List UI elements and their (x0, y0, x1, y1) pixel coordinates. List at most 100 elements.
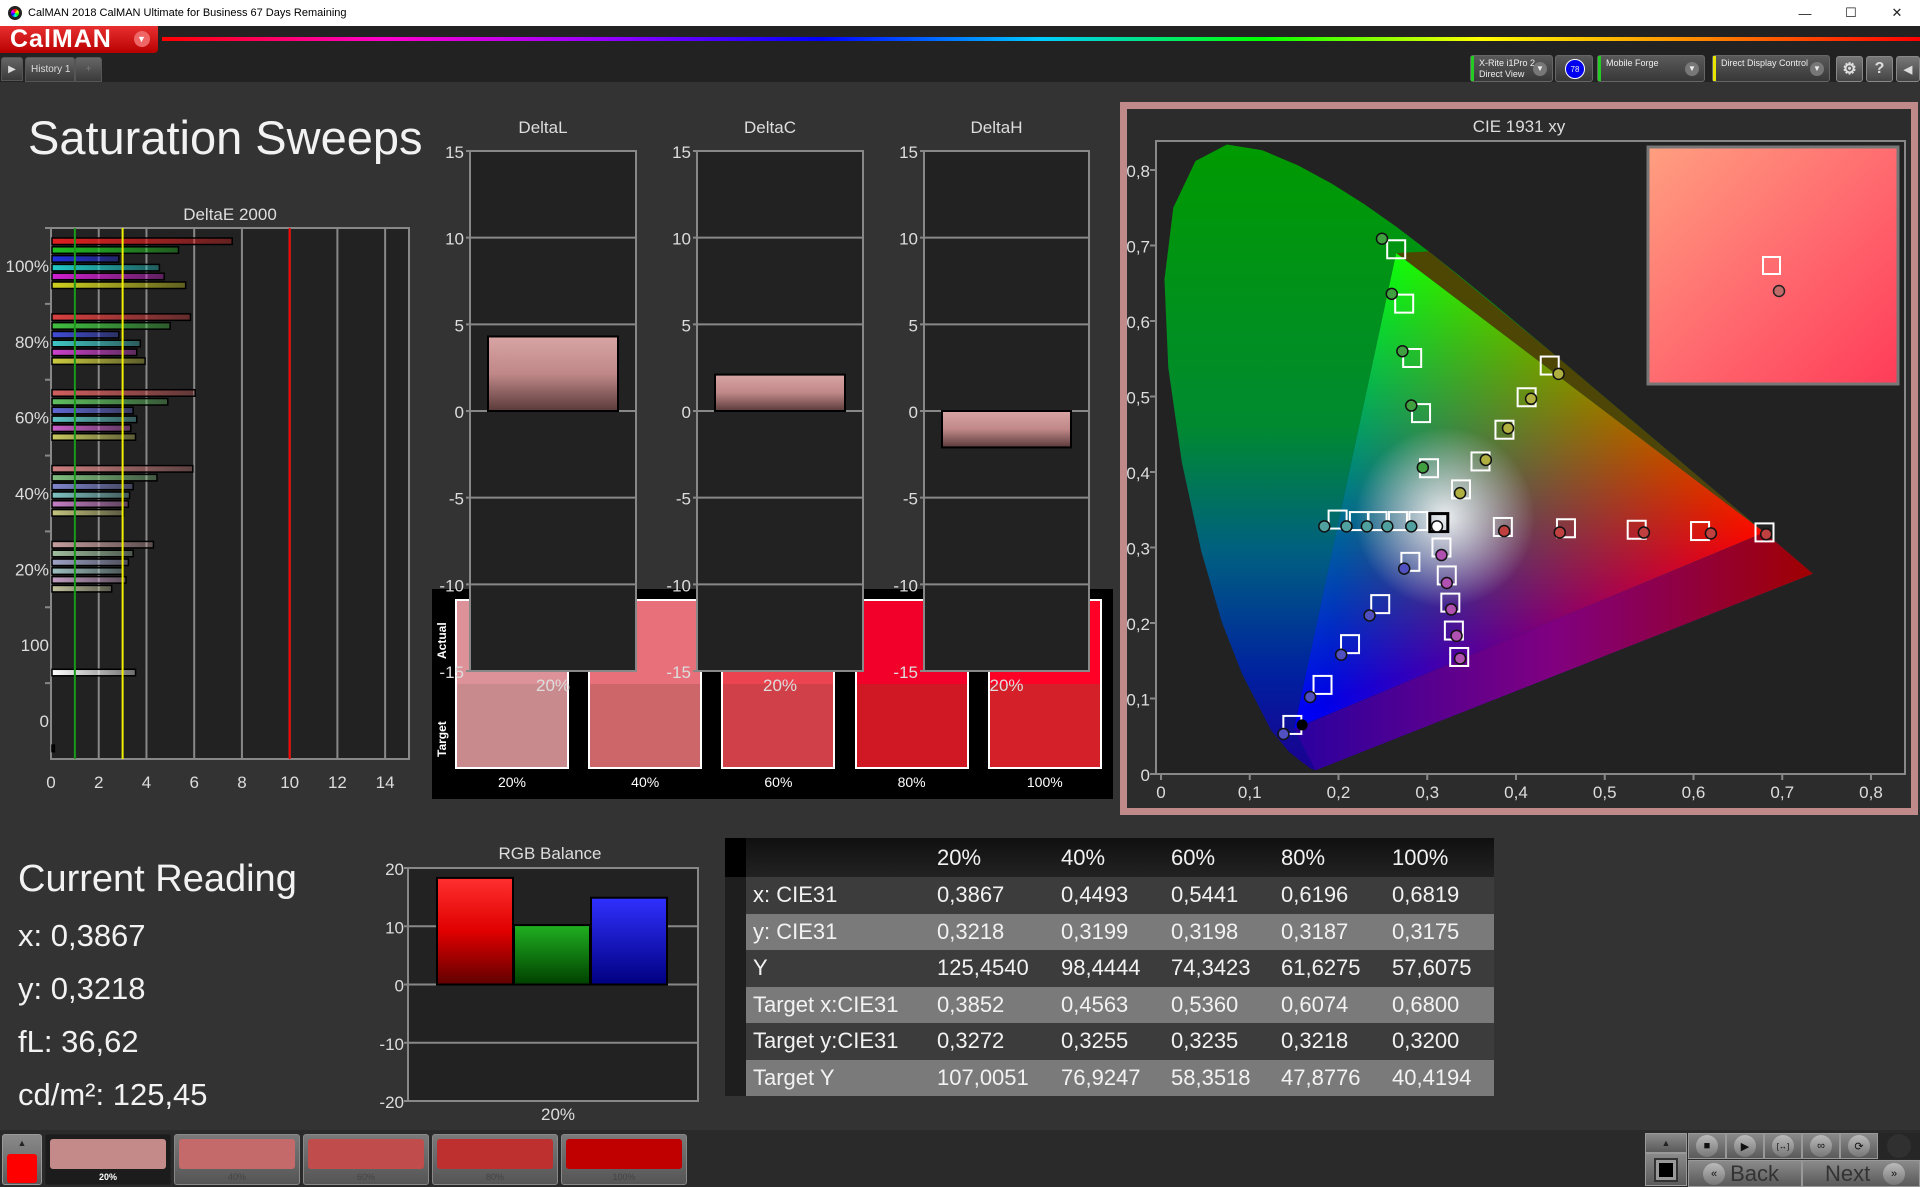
deltae-bar-blue (51, 330, 120, 339)
table-cell: 57,6075 (1392, 955, 1472, 981)
tab-history-1[interactable]: History 1 (25, 57, 75, 82)
rgb-bar-red (436, 876, 514, 986)
transport-play-button[interactable]: ▶ (1726, 1133, 1764, 1159)
table-header-row: 20% 40% 60% 80% 100% (725, 838, 1494, 877)
sweep-button-40%[interactable]: 40% (174, 1134, 300, 1185)
source-selector[interactable]: Mobile Forge ▼ (1597, 55, 1705, 82)
collapse-icon: ◀ (1903, 63, 1913, 76)
expand-panel-button[interactable]: ▶ (1, 57, 23, 81)
cie-zoom-inset (1646, 145, 1900, 386)
swatch-label: 60% (764, 774, 793, 790)
stop-button[interactable] (1645, 1153, 1687, 1186)
display-selector[interactable]: Direct Display Control ▼ (1712, 55, 1830, 82)
table-cell: 0,3852 (937, 991, 1005, 1017)
deltae-bar-green (51, 549, 134, 558)
deltal-title: DeltaL (518, 118, 567, 137)
cie-measured-blue (1277, 727, 1290, 741)
deltae-title: DeltaE 2000 (183, 205, 277, 224)
deltae-bar-yellow (51, 584, 113, 593)
cie-measured-red (1553, 526, 1567, 539)
expand-button[interactable]: ▲ (1645, 1133, 1687, 1153)
deltae-bar-yellow (51, 281, 187, 290)
cie-x-tick: 0,7 (1770, 783, 1794, 802)
cie-target-green (1394, 293, 1415, 314)
reading-x: x: 0,3867 (18, 918, 146, 953)
chevron-down-icon: ▼ (1685, 62, 1699, 76)
logo-text: CalMAN (10, 25, 112, 53)
swatch-label: 40% (631, 774, 660, 790)
cie-measured-cyan (1318, 520, 1331, 533)
deltae-x-tick: 0 (46, 773, 55, 792)
table-cell: 0,4493 (1061, 882, 1129, 908)
calman-menu-button[interactable]: CalMAN ▼ (0, 26, 158, 53)
cie-measured-yellow (1479, 453, 1493, 467)
cie-measured-green (1375, 232, 1389, 245)
next-button[interactable]: Next » (1802, 1160, 1920, 1187)
reading-cdm2: cd/m²: 125,45 (18, 1077, 208, 1112)
sweep-button-80%[interactable]: 80% (432, 1134, 558, 1185)
cie-target-blue (1340, 634, 1361, 655)
display-name: Direct Display Control (1721, 58, 1809, 68)
meter-name: X-Rite i1Pro 2 (1479, 58, 1536, 68)
meter-selector[interactable]: X-Rite i1Pro 2 Direct View ▼ (1470, 55, 1553, 82)
transport-loop-button[interactable]: ∞ (1802, 1133, 1840, 1159)
table-cell: 40,4194 (1392, 1064, 1472, 1090)
cie-target-green (1411, 403, 1432, 424)
deltae-bar-white (51, 668, 137, 677)
next-label: Next (1825, 1160, 1871, 1186)
cie-x-tick: 0,5 (1593, 783, 1617, 802)
sweep-button-20%[interactable]: 20% (45, 1134, 171, 1185)
help-button[interactable]: ? (1866, 56, 1893, 82)
transport-fit-button[interactable]: [↔] (1764, 1133, 1802, 1159)
deltah-title: DeltaH (971, 118, 1023, 137)
cie-measured-cyan (1405, 520, 1418, 533)
add-tab-button[interactable]: + (75, 57, 102, 82)
deltae-x-tick: 8 (237, 773, 246, 792)
meter-reading-badge-button[interactable]: 78 (1555, 55, 1593, 82)
transport-stop-button[interactable]: ■ (1688, 1133, 1726, 1159)
cie-measured-black (1296, 719, 1308, 731)
gear-icon: ⚙ (1842, 61, 1857, 78)
page-title: Saturation Sweeps (28, 111, 423, 164)
close-icon[interactable]: ✕ (1891, 5, 1903, 20)
outer-gamut-region (1396, 251, 1814, 574)
deltae-y-tick: 100 (21, 636, 49, 655)
deltae-bar-yellow (51, 357, 146, 366)
deltac-bar (714, 373, 846, 413)
table-row: Y 125,4540 98,4444 74,3423 61,6275 57,6075 (725, 950, 1494, 987)
sweep-label: 20% (98, 1172, 117, 1182)
deltae-bar-red (51, 540, 155, 549)
cie-target-red (1754, 522, 1775, 543)
cie-measured-magenta (1440, 576, 1454, 590)
stop-icon (1654, 1157, 1678, 1182)
stop-icon: ■ (1696, 1135, 1718, 1157)
cie-measured-red (1759, 528, 1773, 541)
table-cell: 0,6800 (1392, 991, 1460, 1017)
deltah-y-tick: 0 (909, 403, 918, 422)
cie-target-cyan (1327, 509, 1348, 530)
cie-y-tick: 0,6 (1126, 313, 1150, 332)
sweep-button-100%[interactable]: 100% (561, 1134, 687, 1185)
sweep-button-60%[interactable]: 60% (303, 1134, 429, 1185)
cie-measured-white (1430, 520, 1444, 533)
transport-refresh-button[interactable]: ⟳ (1840, 1133, 1878, 1159)
sweep-color (179, 1139, 295, 1169)
row-label: Target x:CIE31 (753, 991, 899, 1017)
target-color (457, 684, 567, 767)
deltal-y-tick: 15 (445, 143, 464, 162)
back-button[interactable]: «Back (1688, 1160, 1802, 1187)
inset-measured-marker (1772, 284, 1786, 298)
deltah-y-tick: 5 (909, 316, 918, 335)
deltae-bar-cyan (51, 263, 161, 272)
maximize-icon[interactable]: ☐ (1845, 5, 1857, 20)
table-cell: 76,9247 (1061, 1064, 1141, 1090)
settings-button[interactable]: ⚙ (1836, 56, 1863, 82)
table-cell: 0,3218 (1281, 1028, 1349, 1054)
deltae-bar-blue (51, 558, 130, 567)
current-color-button[interactable]: ▲ (2, 1134, 42, 1185)
table-row: Target x:CIE31 0,3852 0,4563 0,5360 0,6074 0,… (725, 986, 1494, 1023)
minimize-icon[interactable]: — (1798, 5, 1812, 21)
rgb-y-tick: 0 (395, 977, 404, 996)
table-cell: 58,3518 (1171, 1064, 1251, 1090)
reading-fl: fL: 36,62 (18, 1024, 139, 1059)
